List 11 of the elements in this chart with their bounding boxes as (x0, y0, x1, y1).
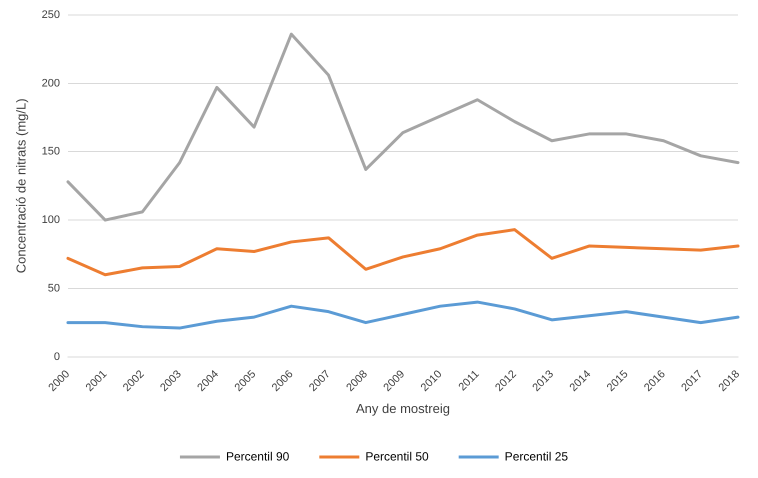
y-tick-label: 50 (48, 282, 60, 294)
y-tick-label: 0 (54, 350, 60, 363)
y-tick-label: 200 (42, 77, 60, 90)
y-axis-title: Concentració de nitrats (mg/L) (13, 98, 28, 274)
y-tick-label: 250 (42, 9, 60, 22)
legend-label: Percentil 50 (365, 449, 430, 464)
legend-label: Percentil 25 (504, 449, 568, 464)
y-tick-label: 150 (42, 146, 60, 158)
legend-label: Percentil 90 (226, 449, 290, 464)
x-axis-title: Any de mostreig (356, 400, 450, 416)
y-tick-label: 100 (42, 214, 60, 226)
